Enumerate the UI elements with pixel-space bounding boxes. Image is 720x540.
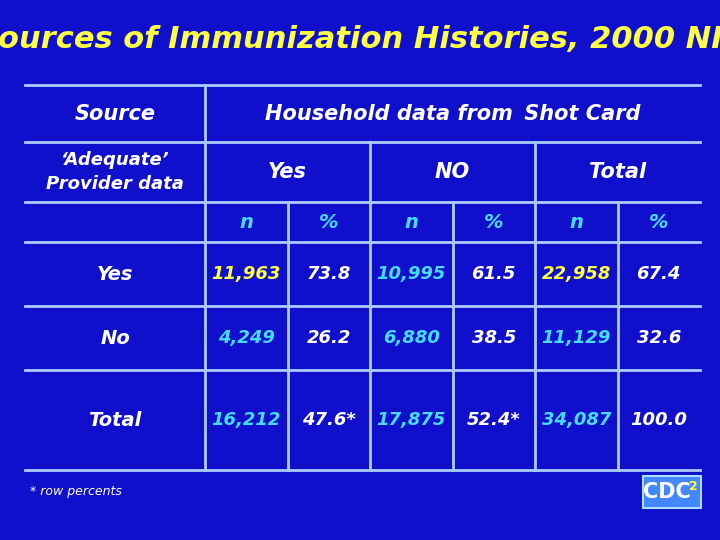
Text: 10,995: 10,995 (377, 265, 446, 283)
Text: 22,958: 22,958 (541, 265, 611, 283)
Text: Total: Total (589, 162, 646, 182)
Text: Source: Source (74, 104, 156, 124)
Text: 73.8: 73.8 (307, 265, 351, 283)
Text: 4,249: 4,249 (218, 329, 275, 347)
Text: %: % (319, 213, 338, 232)
Text: 100.0: 100.0 (630, 411, 687, 429)
Text: ‘Adequate’: ‘Adequate’ (60, 151, 169, 169)
Text: Yes: Yes (96, 265, 133, 284)
Text: 11,963: 11,963 (212, 265, 281, 283)
Text: * row percents: * row percents (30, 485, 122, 498)
Text: 34,087: 34,087 (541, 411, 611, 429)
Text: NO: NO (435, 162, 470, 182)
Text: 47.6*: 47.6* (302, 411, 356, 429)
Text: Provider data: Provider data (46, 175, 184, 193)
Text: No: No (100, 328, 130, 348)
Text: n: n (239, 213, 253, 232)
Text: Sources of Immunization Histories, 2000 NIS: Sources of Immunization Histories, 2000 … (0, 25, 720, 55)
Text: %: % (649, 213, 668, 232)
Text: Household data from  Shot Card: Household data from Shot Card (265, 104, 640, 124)
Text: n: n (405, 213, 418, 232)
Text: 67.4: 67.4 (636, 265, 681, 283)
Text: 6,880: 6,880 (383, 329, 440, 347)
Text: 38.5: 38.5 (472, 329, 516, 347)
Text: 61.5: 61.5 (472, 265, 516, 283)
Text: 2: 2 (688, 480, 698, 492)
Text: Yes: Yes (268, 162, 307, 182)
Text: 32.6: 32.6 (636, 329, 681, 347)
Text: 26.2: 26.2 (307, 329, 351, 347)
Text: n: n (570, 213, 583, 232)
FancyBboxPatch shape (643, 476, 701, 508)
Text: 16,212: 16,212 (212, 411, 281, 429)
Text: Total: Total (89, 410, 142, 429)
Text: CDC: CDC (643, 482, 691, 502)
Text: 52.4*: 52.4* (467, 411, 521, 429)
Text: 17,875: 17,875 (377, 411, 446, 429)
Text: 11,129: 11,129 (541, 329, 611, 347)
Text: %: % (484, 213, 503, 232)
